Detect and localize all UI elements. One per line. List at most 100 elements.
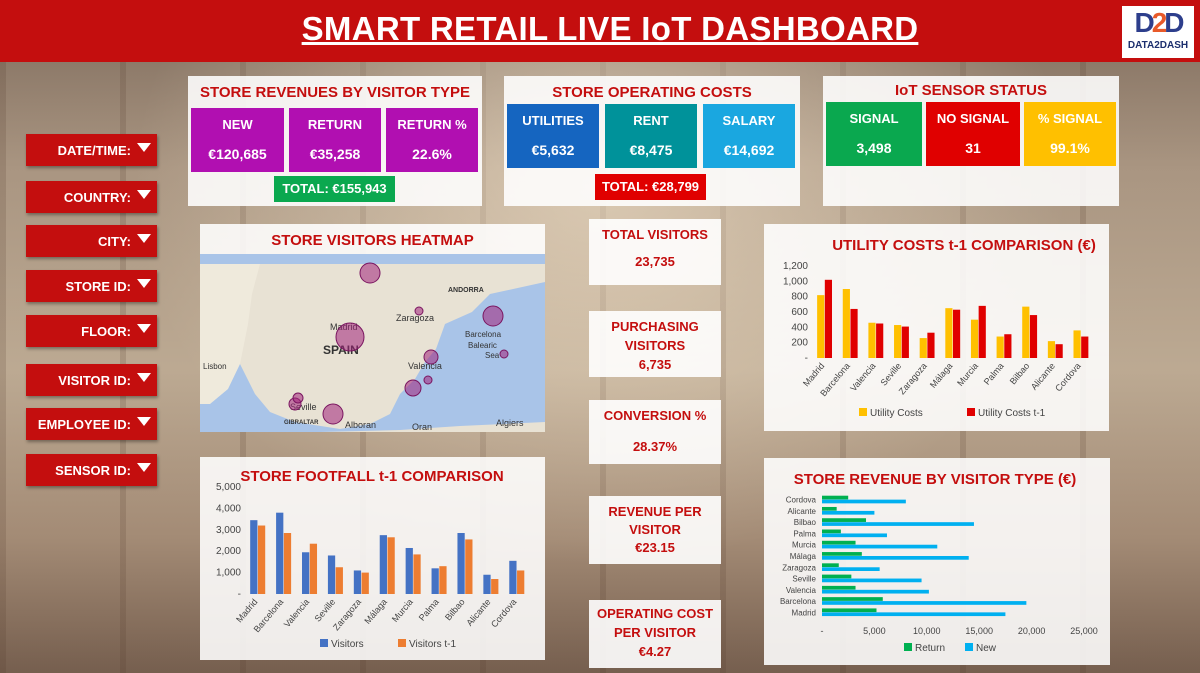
bar-return-alicante <box>822 506 837 511</box>
store-revenues-panel: STORE REVENUES BY VISITOR TYPE NEW €120,… <box>188 76 482 206</box>
filter-employee-id[interactable]: EMPLOYEE ID: <box>26 408 157 440</box>
bar-visitors-t-1-palma <box>439 566 447 594</box>
heatmap-map[interactable]: MadridSPAINZaragozaANDORRABarcelonaBalea… <box>200 254 545 432</box>
chevron-down-icon[interactable] <box>137 190 151 199</box>
legend-swatch-visitors-t-1 <box>398 639 406 647</box>
map-label-sea: Sea <box>485 351 500 360</box>
map-label-valencia: Valencia <box>408 361 442 371</box>
dashboard-title: SMART RETAIL LIVE IoT DASHBOARD <box>301 10 919 47</box>
legend-label-new: New <box>976 643 997 654</box>
y-tick-label: 1,200 <box>783 261 808 272</box>
metric-total-visitors-value: 23,735 <box>635 254 675 269</box>
chevron-down-icon[interactable] <box>137 417 151 426</box>
filter-country[interactable]: COUNTRY: <box>26 181 157 213</box>
filter-label: COUNTRY: <box>63 190 131 205</box>
x-tick-label: Madrid <box>801 361 826 389</box>
bar-utility-costs-alicante <box>1047 341 1056 358</box>
metric-revenue-per-visitor: REVENUE PER VISITOR €23.15 <box>589 496 721 564</box>
bar-new-madrid <box>822 612 1006 617</box>
x-tick-label: Murcia <box>955 361 980 388</box>
y-tick-label: 2,000 <box>216 546 241 557</box>
y-tick-label: 400 <box>791 322 808 333</box>
filter-visitor-id[interactable]: VISITOR ID: <box>26 364 157 396</box>
bar-utility-costs-t-1-cordova <box>1081 336 1089 358</box>
bar-utility-costs-barcelona <box>842 289 850 358</box>
bar-utility-costs-t-1-malaga <box>953 309 961 358</box>
y-tick-label: Zaragoza <box>782 563 816 572</box>
map-label-zaragoza: Zaragoza <box>396 313 434 323</box>
legend-label-return: Return <box>915 643 945 654</box>
filter-date-time[interactable]: DATE/TIME: <box>26 134 157 166</box>
x-tick-label: Madrid <box>234 597 259 625</box>
legend-swatch-visitors <box>320 639 328 647</box>
heatmap-bubble-alicante[interactable] <box>423 375 433 385</box>
filter-city[interactable]: CITY: <box>26 225 157 257</box>
heatmap-bubble-barcelona[interactable] <box>482 305 504 327</box>
heatmap-bubble-valencia[interactable] <box>423 349 439 365</box>
bar-return-malaga <box>822 552 862 556</box>
x-tick-label: 25,000 <box>1070 626 1098 636</box>
chevron-down-icon[interactable] <box>137 324 151 333</box>
bar-utility-costs-t-1-bilbao <box>1029 315 1038 358</box>
bar-return-palma <box>822 529 841 534</box>
bar-utility-costs-t-1-valencia <box>876 323 884 358</box>
kpi-no-signal-value: 31 <box>965 140 981 156</box>
legend-swatch-utility-costs-t-1 <box>967 408 975 416</box>
map-label-andorra: ANDORRA <box>448 287 484 294</box>
filter-label: CITY: <box>98 234 131 249</box>
kpi-utilities: UTILITIES €5,632 <box>507 104 599 168</box>
map-label-balearic: Balearic <box>468 341 497 350</box>
legend-swatch-utility-costs <box>859 408 867 416</box>
filter-store-id[interactable]: STORE ID: <box>26 270 157 302</box>
chevron-down-icon[interactable] <box>137 373 151 382</box>
bar-visitors-t-1-alicante <box>491 579 499 594</box>
bar-return-murcia <box>822 540 856 545</box>
costs-total: TOTAL: €28,799 <box>595 174 706 200</box>
logo-text: DATA2DASH <box>1127 40 1189 51</box>
chevron-down-icon[interactable] <box>137 234 151 243</box>
filter-floor[interactable]: FLOOR: <box>26 315 157 347</box>
heatmap-bubble-madrid[interactable] <box>335 322 365 352</box>
bar-new-barcelona <box>822 601 1027 605</box>
y-tick-label: Alicante <box>788 507 817 516</box>
heatmap-bubble-palma[interactable] <box>499 349 509 359</box>
bar-visitors-barcelona <box>276 512 284 594</box>
legend-label-visitors-t-1: Visitors t-1 <box>409 639 456 650</box>
bar-utility-costs-palma <box>996 336 1004 358</box>
bar-utility-costs-t-1-alicante <box>1055 344 1063 358</box>
heatmap-bubble-malaga[interactable] <box>322 403 344 425</box>
map-land-portugal <box>200 264 260 404</box>
heatmap-bubble-bilbao[interactable] <box>414 306 424 316</box>
bar-return-seville <box>822 574 852 579</box>
chart-title: STORE FOOTFALL t-1 COMPARISON <box>240 468 503 485</box>
header-bar <box>0 0 1200 62</box>
legend-label-visitors: Visitors <box>331 639 364 650</box>
x-tick-label: 10,000 <box>913 626 941 636</box>
x-tick-label: 15,000 <box>965 626 993 636</box>
bar-visitors-t-1-valencia <box>309 543 318 594</box>
kpi-utilities-label: UTILITIES <box>522 113 584 128</box>
heatmap-bubble-murcia[interactable] <box>404 379 422 397</box>
kpi-new: NEW €120,685 <box>191 108 284 172</box>
x-tick-label: 5,000 <box>863 626 886 636</box>
heatmap-bubble-cordova[interactable] <box>292 392 304 404</box>
chevron-down-icon[interactable] <box>137 463 151 472</box>
filter-label: STORE ID: <box>65 279 132 294</box>
sensor-status-title: IoT SENSOR STATUS <box>895 82 1047 99</box>
bar-new-cordova <box>822 499 906 504</box>
chevron-down-icon[interactable] <box>137 279 151 288</box>
y-tick-label: 800 <box>791 292 808 303</box>
y-tick-label: Palma <box>793 529 816 538</box>
utility-chart: UTILITY COSTS t-1 COMPARISON (€) - 200 400 6… <box>783 237 1096 419</box>
y-tick-label: 5,000 <box>216 482 241 493</box>
y-tick-label: 600 <box>791 307 808 318</box>
chevron-down-icon[interactable] <box>137 143 151 152</box>
heatmap-bubble-zaragoza[interactable] <box>359 262 381 284</box>
bar-return-cordova <box>822 495 849 500</box>
y-tick-label: Murcia <box>792 541 817 550</box>
kpi-pct-signal-value: 99.1% <box>1050 140 1090 156</box>
metric-conversion-label: CONVERSION % <box>603 408 707 423</box>
filter-sensor-id[interactable]: SENSOR ID: <box>26 454 157 486</box>
metric-revenue-per-label1: REVENUE PER <box>608 504 702 519</box>
filter-label: FLOOR: <box>81 324 131 339</box>
